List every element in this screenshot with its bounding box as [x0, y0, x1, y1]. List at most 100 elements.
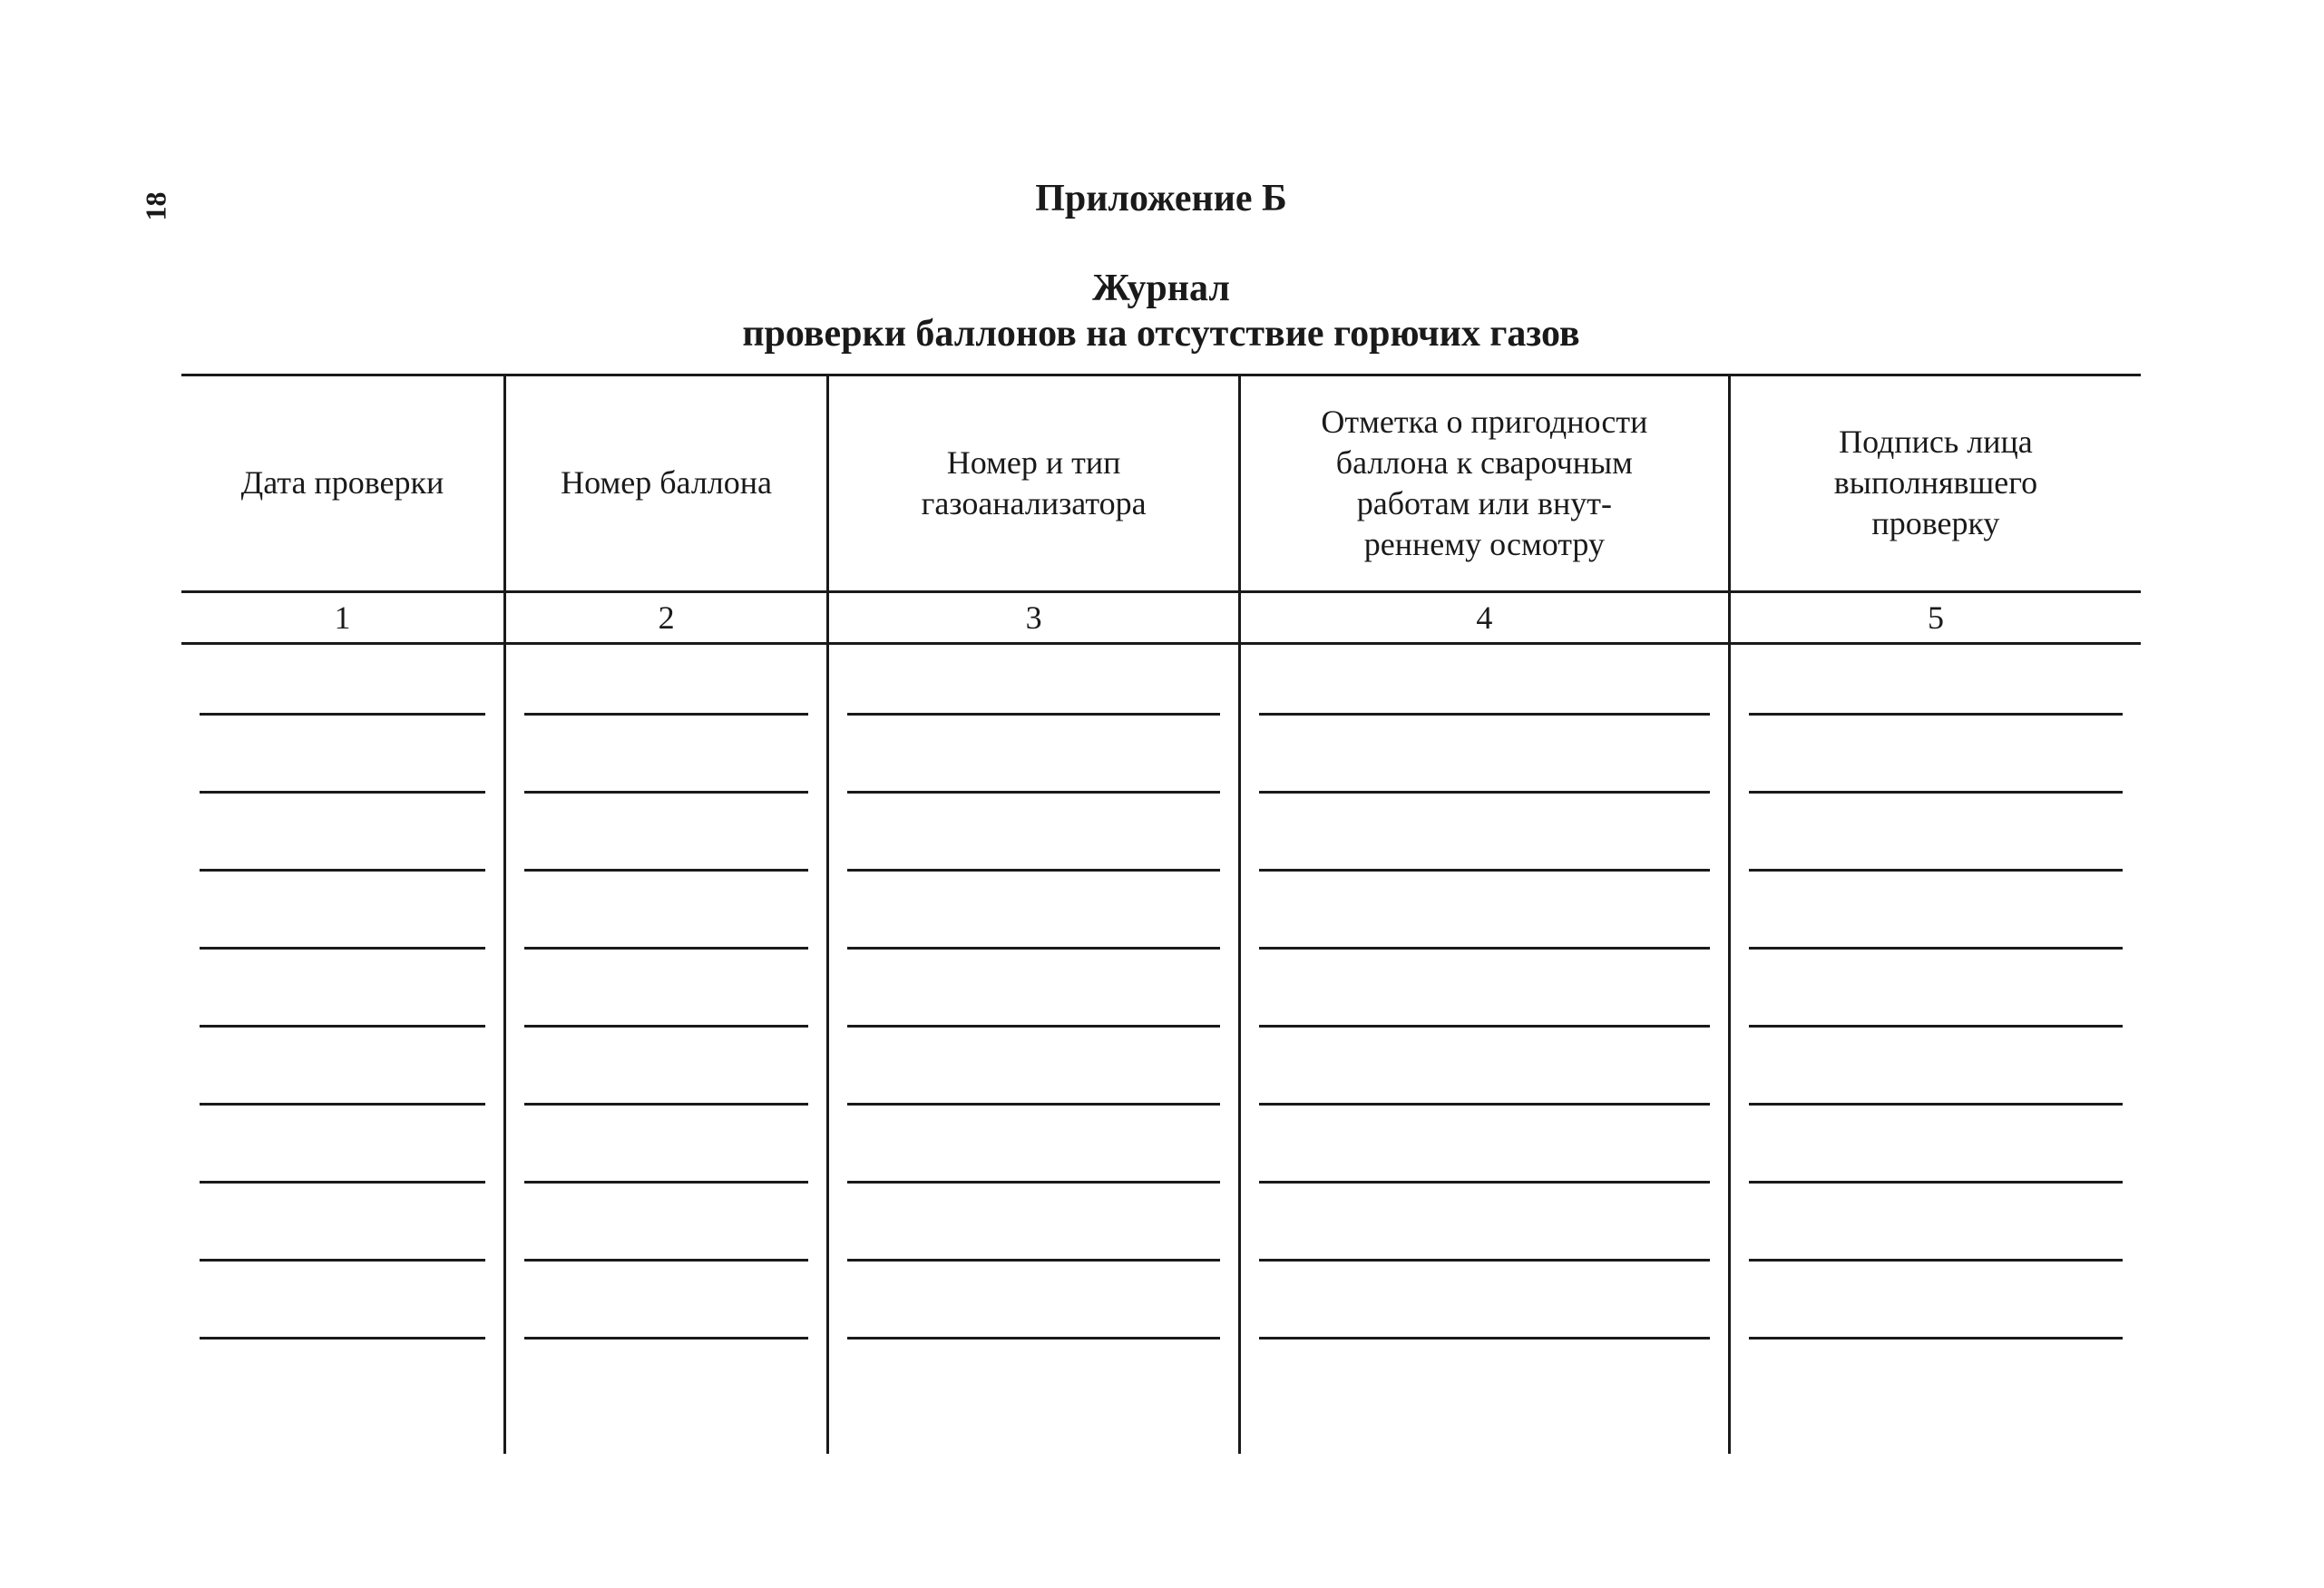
col-number-5: 5 — [1729, 591, 2141, 643]
table-cell — [504, 1111, 827, 1189]
blank-underline — [524, 791, 808, 794]
table-cell — [504, 799, 827, 877]
table-row — [181, 1189, 2141, 1267]
table-cell — [504, 721, 827, 799]
blank-underline — [1259, 947, 1710, 950]
table-cell — [1729, 1189, 2141, 1267]
table-row — [181, 1033, 2141, 1111]
table-cell — [1239, 1267, 1729, 1345]
table-cell — [1729, 799, 2141, 877]
blank-underline — [200, 1103, 485, 1106]
table-row — [181, 955, 2141, 1033]
blank-underline — [200, 791, 485, 794]
table-cell — [1239, 721, 1729, 799]
col-number-2: 2 — [504, 591, 827, 643]
blank-underline — [200, 1337, 485, 1340]
table-cell — [1729, 1267, 2141, 1345]
blank-underline — [1749, 713, 2123, 716]
blank-underline — [524, 1337, 808, 1340]
blank-underline — [1749, 1103, 2123, 1106]
table-cell — [828, 799, 1240, 877]
table-cell — [1239, 1189, 1729, 1267]
journal-table: Дата проверки Номер баллона Номер и типг… — [181, 374, 2141, 1455]
table-row — [181, 643, 2141, 721]
table-cell — [181, 877, 504, 955]
blank-underline — [847, 947, 1220, 950]
blank-underline — [1259, 1259, 1710, 1262]
blank-underline — [200, 869, 485, 872]
table-cell — [828, 1267, 1240, 1345]
blank-underline — [524, 1181, 808, 1184]
appendix-label: Приложение Б — [181, 177, 2141, 220]
table-cell — [828, 1111, 1240, 1189]
blank-underline — [1749, 791, 2123, 794]
table-cell — [828, 1189, 1240, 1267]
blank-underline — [1749, 1337, 2123, 1340]
blank-underline — [1259, 1181, 1710, 1184]
table-cell — [828, 955, 1240, 1033]
blank-underline — [524, 1025, 808, 1028]
table-cell — [181, 955, 504, 1033]
blank-underline — [524, 1103, 808, 1106]
table-cell — [181, 721, 504, 799]
blank-underline — [1749, 869, 2123, 872]
blank-underline — [847, 1025, 1220, 1028]
table-cell — [828, 1345, 1240, 1454]
blank-underline — [847, 1181, 1220, 1184]
table-cell — [828, 1033, 1240, 1111]
blank-underline — [200, 947, 485, 950]
blank-underline — [1259, 1025, 1710, 1028]
blank-underline — [1749, 1259, 2123, 1262]
table-cell — [504, 643, 827, 721]
blank-underline — [1749, 1025, 2123, 1028]
table-cell — [828, 721, 1240, 799]
table-row — [181, 1267, 2141, 1345]
table-cell — [181, 1189, 504, 1267]
table-cell — [504, 877, 827, 955]
table-cell — [1729, 643, 2141, 721]
table-cell — [1729, 877, 2141, 955]
blank-underline — [1259, 1337, 1710, 1340]
col-header-1: Дата проверки — [181, 375, 504, 591]
table-cell — [1239, 1111, 1729, 1189]
table-cell — [504, 1345, 827, 1454]
blank-underline — [200, 713, 485, 716]
table-cell — [828, 877, 1240, 955]
table-cell — [1729, 721, 2141, 799]
table-cell — [1239, 877, 1729, 955]
table-cell — [181, 1345, 504, 1454]
blank-underline — [847, 713, 1220, 716]
blank-underline — [524, 947, 808, 950]
table-header-row: Дата проверки Номер баллона Номер и типг… — [181, 375, 2141, 591]
table-cell — [181, 1111, 504, 1189]
table-cell — [1239, 955, 1729, 1033]
col-number-1: 1 — [181, 591, 504, 643]
blank-underline — [524, 1259, 808, 1262]
table-row — [181, 1345, 2141, 1454]
col-number-3: 3 — [828, 591, 1240, 643]
table-cell — [1239, 799, 1729, 877]
journal-table-body — [181, 643, 2141, 1454]
table-cell — [181, 799, 504, 877]
journal-title-line1: Журнал — [1092, 268, 1230, 309]
table-cell — [504, 1033, 827, 1111]
journal-title: Журнал проверки баллонов на отсутствие г… — [181, 266, 2141, 357]
table-row — [181, 1111, 2141, 1189]
table-row — [181, 721, 2141, 799]
document-content: Приложение Б Журнал проверки баллонов на… — [181, 177, 2141, 1454]
table-row — [181, 799, 2141, 877]
table-number-row: 1 2 3 4 5 — [181, 591, 2141, 643]
col-header-2: Номер баллона — [504, 375, 827, 591]
blank-underline — [847, 869, 1220, 872]
blank-underline — [524, 869, 808, 872]
blank-underline — [847, 1337, 1220, 1340]
blank-underline — [200, 1181, 485, 1184]
table-cell — [504, 1267, 827, 1345]
table-cell — [504, 1189, 827, 1267]
table-cell — [1239, 1033, 1729, 1111]
table-cell — [504, 955, 827, 1033]
table-cell — [181, 643, 504, 721]
blank-underline — [1259, 869, 1710, 872]
table-cell — [1729, 1345, 2141, 1454]
blank-underline — [847, 1103, 1220, 1106]
